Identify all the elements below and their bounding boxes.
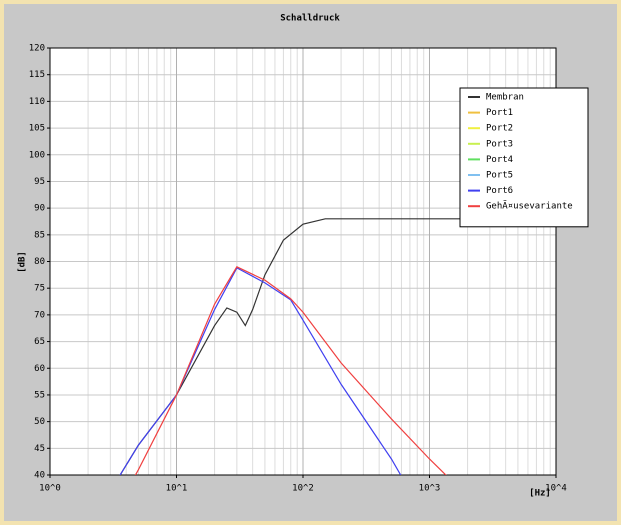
legend-label: Port3 [486,139,513,149]
y-tick-label: 70 [34,310,45,320]
x-tick-label: 10^1 [166,484,188,494]
y-tick-label: 50 [34,417,45,427]
legend-label: GehÃ¤usevariante [486,201,573,212]
series-line [134,266,447,475]
y-tick-label: 95 [34,177,45,187]
legend-label: Port5 [486,171,513,181]
y-tick-label: 100 [29,150,45,160]
legend-label: Port6 [486,186,513,196]
y-tick-label: 55 [34,390,45,400]
y-tick-label: 45 [34,444,45,454]
y-axis-label: [dB] [18,251,28,273]
plot-border [49,47,557,476]
chart-title: Schalldruck [280,14,340,24]
y-tick-label: 115 [29,70,45,80]
y-tick-label: 60 [34,364,45,374]
legend-label: Port2 [486,124,513,134]
y-tick-label: 90 [34,204,45,214]
legend-label: Port4 [486,155,513,165]
y-tick-label: 120 [29,44,45,54]
x-axis-label: [Hz] [529,489,551,499]
x-tick-label: 10^3 [419,484,441,494]
legend: Membran Port1 Port2 Port3 Port4 Port5 Port6 Geh… [459,87,589,228]
y-tick-label: 75 [34,284,45,294]
y-tick-label: 85 [34,230,45,240]
series-line [119,267,402,475]
y-tick-label: 65 [34,337,45,347]
y-tick-label: 80 [34,257,45,267]
legend-label: Port1 [486,108,513,118]
x-tick-label: 10^4 [545,484,567,494]
y-tick-label: 105 [29,124,45,134]
legend-box [459,87,589,228]
x-tick-label: 10^2 [292,484,314,494]
legend-label: Membran [486,93,524,103]
y-tick-label: 110 [29,97,45,107]
y-tick-label: 40 [34,471,45,481]
x-tick-label: 10^0 [39,484,61,494]
